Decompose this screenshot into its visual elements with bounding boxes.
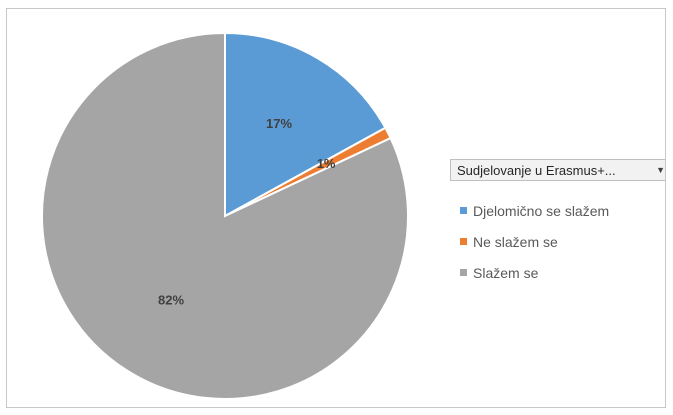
data-label: 17% [266, 116, 292, 131]
legend-item[interactable]: Djelomično se slažem [460, 195, 609, 226]
legend: Djelomično se slažem Ne slažem se Slažem… [460, 195, 609, 288]
legend-item[interactable]: Ne slažem se [460, 226, 609, 257]
pie-slice[interactable] [224, 31, 387, 218]
legend-item[interactable]: Slažem se [460, 257, 609, 288]
data-label: 82% [158, 292, 184, 307]
dropdown-arrow-icon: ▼ [656, 165, 665, 175]
pie-chart: 17% 1% 82% [41, 31, 409, 400]
chart-area: 17% 1% 82% Sudjelovanje u Erasmus+... ▼ Dj… [6, 8, 666, 408]
legend-label: Ne slažem se [473, 233, 558, 250]
legend-swatch [460, 207, 467, 214]
legend-swatch [460, 238, 467, 245]
legend-filter-label: Sudjelovanje u Erasmus+... [457, 162, 616, 178]
legend-filter-dropdown[interactable]: Sudjelovanje u Erasmus+... ▼ [450, 159, 665, 181]
data-label: 1% [317, 156, 336, 171]
pie-slice[interactable] [41, 31, 409, 400]
legend-label: Djelomično se slažem [473, 202, 610, 219]
legend-label: Slažem se [473, 264, 539, 281]
legend-swatch [460, 269, 467, 276]
